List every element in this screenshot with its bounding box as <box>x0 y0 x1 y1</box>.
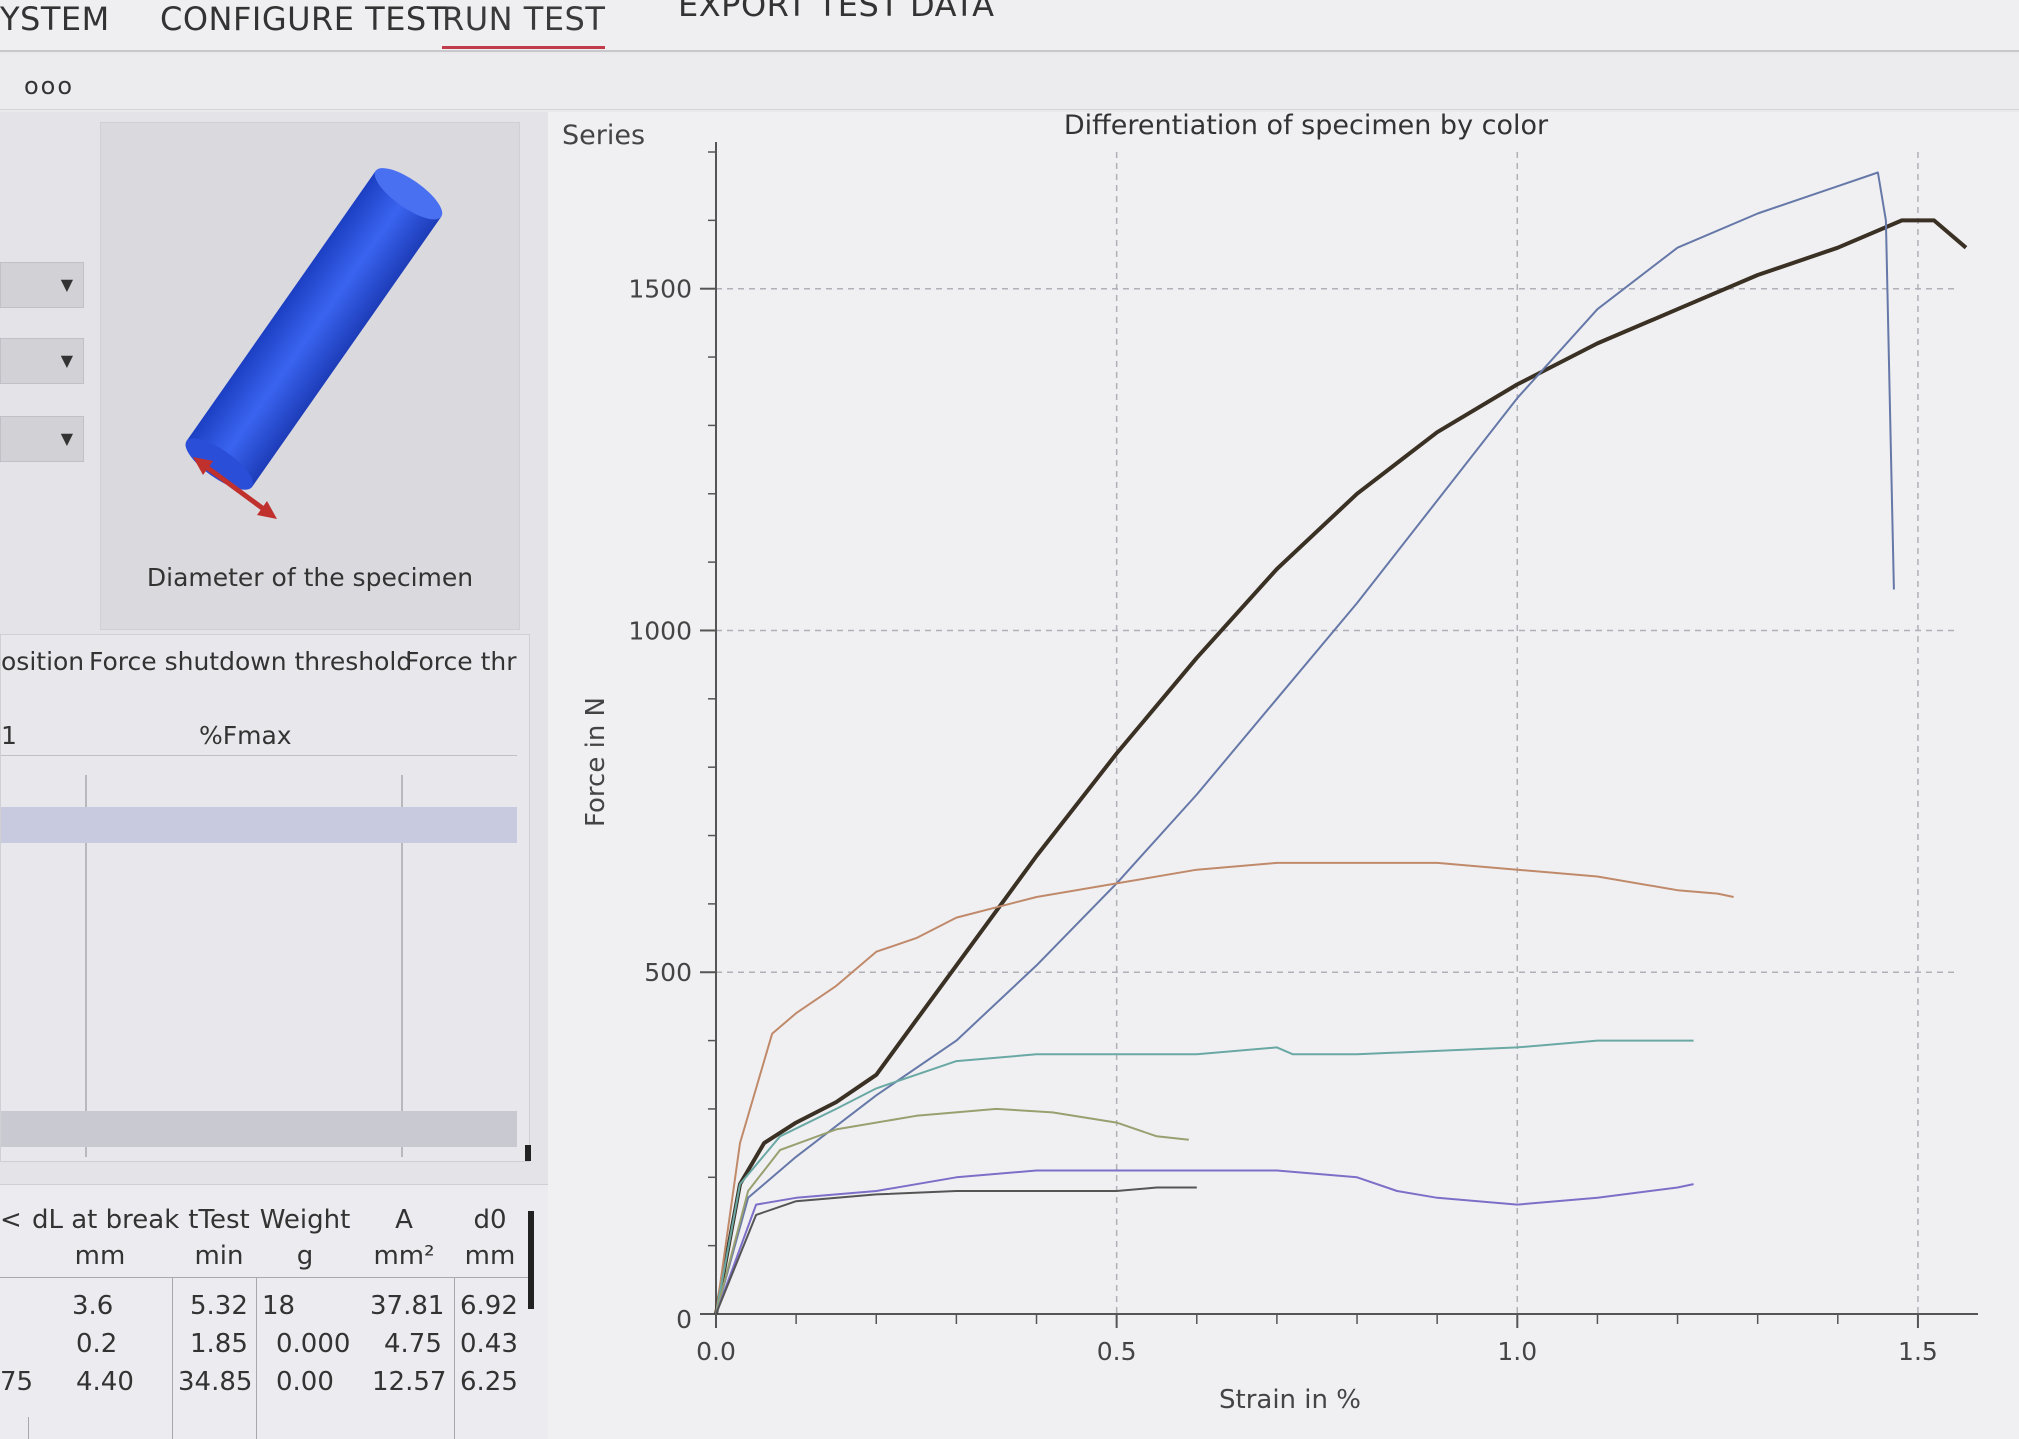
grid-row[interactable] <box>1 1111 517 1147</box>
col-dl-at-break: dL at break <box>32 1205 180 1235</box>
row1-weight: 18 <box>262 1291 296 1321</box>
row3-area: 12.57 <box>372 1367 447 1397</box>
left-panel: ▼ ▼ ▼ Diameter of the specimen osition <box>0 112 548 1439</box>
x-tick-label: 0.0 <box>696 1337 736 1366</box>
grid-divider <box>1 755 517 756</box>
x-tick-label: 0.5 <box>1097 1337 1137 1366</box>
chart-grid <box>716 152 1958 1314</box>
row1-dl: 3.6 <box>72 1291 114 1321</box>
col-diameter: d0 <box>473 1205 507 1235</box>
force-strain-chart: Differentiation of specimen by color 0.0… <box>581 110 1978 1415</box>
chart-ticks: 0.0 0.5 1.0 1.5 0 500 1000 1500 <box>628 151 1938 1366</box>
series-button[interactable]: Series <box>562 120 646 151</box>
tab-run-test[interactable]: RUN TEST <box>442 0 606 49</box>
row2-weight: 0.000 <box>276 1329 351 1359</box>
grid-column-line <box>85 775 87 1157</box>
series-line-7 <box>715 1186 1197 1315</box>
grid-header-force-thr: Force thr <box>405 647 517 676</box>
series-line-3 <box>715 861 1734 1315</box>
row3-weight: 0.00 <box>276 1367 334 1397</box>
col-dl-unit: mm <box>74 1241 126 1271</box>
results-divider <box>0 1277 528 1278</box>
chart-title: Differentiation of specimen by color <box>1064 112 1549 141</box>
x-tick-label: 1.5 <box>1898 1337 1938 1366</box>
col-ttest-unit: min <box>194 1241 244 1271</box>
more-button[interactable]: ooo <box>24 72 75 100</box>
results-col-sep <box>256 1277 257 1439</box>
col-area: A <box>395 1205 413 1235</box>
dropdown-1[interactable]: ▼ <box>0 262 84 308</box>
tab-export-test-data[interactable]: EXPORT TEST DATA <box>678 0 995 24</box>
x-axis-label: Strain in % <box>1219 1385 1361 1415</box>
row1-ttest: 5.32 <box>190 1291 248 1321</box>
results-col-sep <box>172 1277 173 1439</box>
row1-area: 37.81 <box>370 1291 445 1321</box>
y-tick-label: 0 <box>676 1305 692 1334</box>
series-line-2 <box>715 171 1895 1315</box>
grid-unit-fmax: %Fmax <box>199 721 292 750</box>
row3-ttest: 34.85 <box>178 1367 253 1397</box>
chart-axes <box>715 142 1978 1315</box>
top-nav: YSTEM CONFIGURE TEST RUN TEST EXPORT TES… <box>0 0 2019 52</box>
results-col-sep <box>454 1277 455 1439</box>
specimen-panel: Diameter of the specimen <box>100 122 520 630</box>
x-tick-label: 1.0 <box>1497 1337 1537 1366</box>
grid-scrollbar[interactable] <box>525 1145 531 1161</box>
toolbar: ooo <box>0 54 2019 110</box>
y-axis-label: Force in N <box>581 697 611 827</box>
series-line-1 <box>714 218 1968 1315</box>
y-tick-label: 500 <box>644 958 692 987</box>
col-diameter-unit: mm <box>464 1241 516 1271</box>
grid-header-force-shutdown: Force shutdown threshold <box>89 647 413 676</box>
row2-d0: 0.43 <box>460 1329 518 1359</box>
results-scrollbar[interactable] <box>528 1211 534 1309</box>
specimen-caption: Diameter of the specimen <box>146 563 474 592</box>
dropdown-3[interactable]: ▼ <box>0 416 84 462</box>
grid-row-selected[interactable] <box>1 807 517 843</box>
col-area-unit: mm² <box>373 1241 435 1271</box>
row3-dl: 4.40 <box>76 1367 134 1397</box>
col-weight: Weight <box>259 1205 351 1235</box>
series-line-4 <box>715 1039 1694 1315</box>
grid-unit-left: 1 <box>1 721 17 750</box>
threshold-grid: osition Force shutdown threshold Force t… <box>0 634 531 1162</box>
grid-column-line <box>401 775 403 1157</box>
row2-dl: 0.2 <box>76 1329 118 1359</box>
chart-series <box>714 171 1968 1315</box>
results-header-lead: < <box>0 1205 22 1235</box>
row3-lead: 75 <box>0 1367 34 1397</box>
row2-area: 4.75 <box>384 1329 442 1359</box>
specimen-cylinder-icon <box>185 168 443 519</box>
chevron-down-icon: ▼ <box>60 351 73 370</box>
series-line-6 <box>715 1169 1694 1315</box>
col-weight-unit: g <box>296 1241 314 1271</box>
tab-configure-test[interactable]: CONFIGURE TEST <box>160 0 447 38</box>
col-ttest: tTest <box>188 1205 250 1235</box>
y-tick-label: 1500 <box>628 275 692 304</box>
chart-area: Series Differentiation of specimen by co… <box>548 110 2019 1439</box>
results-col-sep <box>28 1417 29 1439</box>
series-line-5 <box>715 1107 1189 1315</box>
y-tick-label: 1000 <box>628 616 692 645</box>
results-table: < dL at break mm tTest min Weight g A mm… <box>0 1184 548 1439</box>
dropdown-2[interactable]: ▼ <box>0 338 84 384</box>
chevron-down-icon: ▼ <box>60 275 73 294</box>
chevron-down-icon: ▼ <box>60 429 73 448</box>
tab-system[interactable]: YSTEM <box>0 0 110 38</box>
row2-ttest: 1.85 <box>190 1329 248 1359</box>
row3-d0: 6.25 <box>460 1367 518 1397</box>
grid-header-position: osition <box>1 647 85 676</box>
row1-d0: 6.92 <box>460 1291 518 1321</box>
